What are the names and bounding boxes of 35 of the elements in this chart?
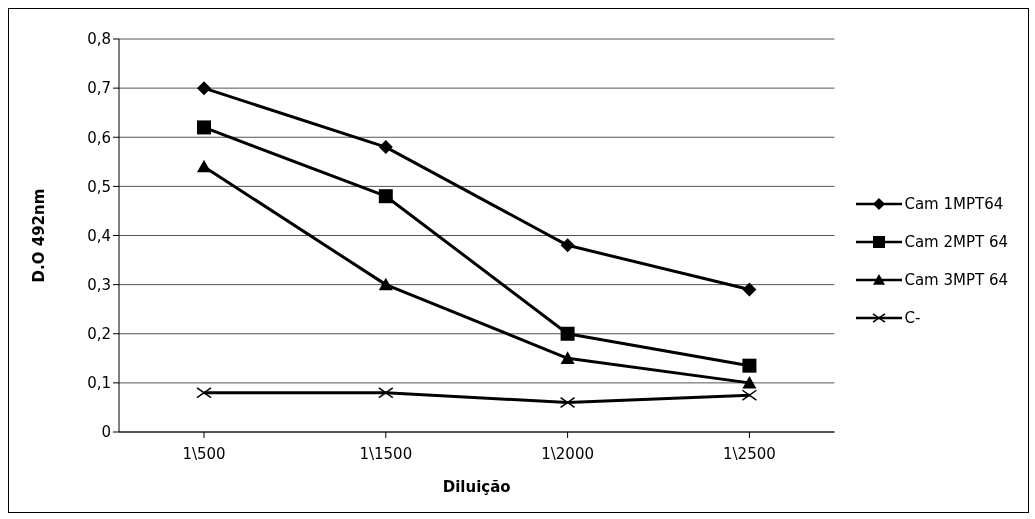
y-tick-label: 0,6 — [87, 128, 111, 147]
y-tick-label: 0,2 — [87, 325, 111, 344]
legend-label: C- — [904, 308, 921, 327]
legend-label: Cam 2MPT 64 — [904, 232, 1008, 251]
point — [196, 387, 212, 399]
y-tick-label: 0,7 — [87, 79, 111, 98]
x-tick-label: 1\1500 — [359, 444, 413, 463]
point — [378, 189, 393, 204]
y-tick-label: 0,3 — [87, 275, 111, 294]
point — [741, 389, 758, 401]
legend-label: Cam 1MPT64 — [904, 194, 1004, 213]
point — [560, 351, 575, 364]
y-tick-label: 0,1 — [87, 374, 111, 393]
point — [197, 159, 211, 173]
point — [742, 282, 757, 297]
point — [378, 140, 393, 155]
point — [197, 81, 211, 96]
point — [560, 326, 575, 341]
point — [742, 375, 757, 389]
point — [378, 387, 394, 399]
y-tick-label: 0,4 — [87, 226, 111, 245]
point — [742, 358, 757, 373]
point — [560, 238, 575, 253]
x-tick-label: 1\2000 — [541, 444, 594, 463]
point — [378, 277, 393, 291]
x-axis-title: Diluição — [442, 478, 511, 496]
point — [559, 396, 576, 409]
x-tick-label: 1\500 — [182, 444, 226, 463]
y-tick-label: 0,8 — [87, 30, 111, 49]
y-tick-label: 0,5 — [87, 177, 111, 196]
point — [197, 120, 211, 135]
y-axis-title: D.O 492nm — [30, 188, 49, 283]
legend-label: Cam 3MPT 64 — [904, 270, 1008, 289]
x-tick-label: 1\2500 — [723, 444, 776, 463]
y-tick-label: 0 — [101, 423, 111, 442]
